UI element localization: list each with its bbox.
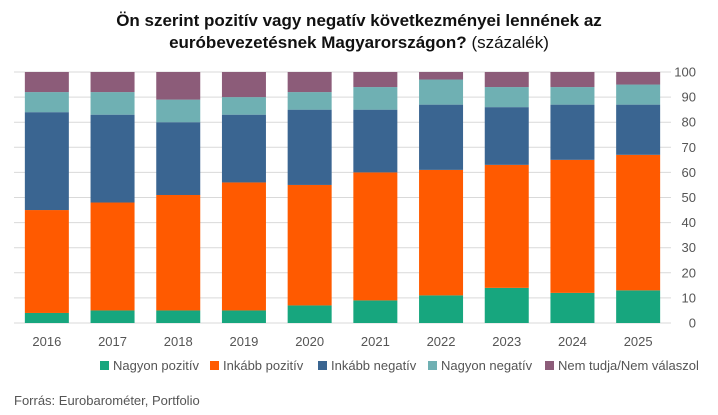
bar-segment-2023-3 (484, 87, 529, 108)
bar-segment-2017-3 (90, 92, 135, 115)
bar-segment-2021-3 (353, 87, 398, 110)
bar-segment-2017-1 (90, 202, 135, 311)
bar-segment-2022-1 (419, 169, 464, 296)
y-tick-label: 80 (682, 115, 696, 130)
y-tick-label: 0 (689, 316, 696, 331)
bar-segment-2017-0 (90, 310, 135, 323)
legend-swatch (100, 361, 109, 370)
bar-segment-2018-1 (156, 194, 201, 311)
bar-segment-2016-3 (24, 92, 69, 113)
bar-segment-2023-1 (484, 164, 529, 288)
bar-segment-2016-4 (24, 72, 69, 93)
bar-segment-2025-1 (616, 154, 661, 291)
x-tick-label: 2021 (361, 334, 390, 349)
bar-segment-2022-4 (419, 72, 464, 80)
y-tick-label: 20 (682, 265, 696, 280)
legend-swatch (545, 361, 554, 370)
x-tick-label: 2017 (98, 334, 127, 349)
chart-title: Ön szerint pozitív vagy negatív következ… (0, 10, 718, 54)
bar-segment-2024-3 (550, 87, 595, 105)
legend-label: Nagyon pozitív (113, 358, 199, 373)
bar-segment-2019-4 (221, 72, 266, 98)
x-tick-label: 2020 (295, 334, 324, 349)
bar-segment-2017-4 (90, 72, 135, 93)
x-tick-label: 2022 (427, 334, 456, 349)
y-tick-label: 50 (682, 190, 696, 205)
bar-segment-2020-1 (287, 184, 332, 306)
bar-segment-2022-2 (419, 104, 464, 170)
bar-segment-2019-1 (221, 182, 266, 311)
bar-segment-2024-4 (550, 72, 595, 88)
y-tick-label: 100 (674, 65, 696, 80)
bar-segment-2019-0 (221, 310, 266, 323)
bar-segment-2018-0 (156, 310, 201, 323)
x-tick-label: 2018 (164, 334, 193, 349)
x-tick-label: 2023 (492, 334, 521, 349)
x-tick-label: 2016 (32, 334, 61, 349)
x-tick-label: 2024 (558, 334, 587, 349)
bar-segment-2024-2 (550, 104, 595, 160)
bar-segment-2021-1 (353, 172, 398, 301)
bar-segment-2016-0 (24, 312, 69, 323)
legend-swatch (318, 361, 327, 370)
bar-segment-2018-4 (156, 72, 201, 100)
legend-swatch (428, 361, 437, 370)
legend-label: Nagyon negatív (441, 358, 533, 373)
legend-label: Inkább pozitív (223, 358, 304, 373)
bar-segment-2020-3 (287, 92, 332, 110)
bar-segment-2021-2 (353, 109, 398, 173)
bar-segment-2022-0 (419, 295, 464, 323)
bar-segment-2022-3 (419, 79, 464, 105)
x-tick-label: 2025 (624, 334, 653, 349)
source-note: Forrás: Eurobarométer, Portfolio (14, 393, 200, 408)
bar-segment-2016-2 (24, 112, 69, 211)
y-tick-label: 40 (682, 215, 696, 230)
title-line-1: Ön szerint pozitív vagy negatív következ… (116, 11, 602, 30)
bar-segment-2016-1 (24, 210, 69, 313)
bar-segment-2025-2 (616, 104, 661, 155)
bar-segment-2020-2 (287, 109, 332, 185)
bar-segment-2018-2 (156, 122, 201, 195)
bar-segment-2025-4 (616, 72, 661, 85)
bar-segment-2024-0 (550, 292, 595, 323)
legend-label: Nem tudja/Nem válaszol (558, 358, 699, 373)
bar-segment-2023-2 (484, 107, 529, 165)
bar-segment-2021-4 (353, 72, 398, 88)
bar-segment-2023-4 (484, 72, 529, 88)
legend-label: Inkább negatív (331, 358, 417, 373)
bar-segment-2021-0 (353, 300, 398, 323)
legend-swatch (210, 361, 219, 370)
bar-segment-2017-2 (90, 114, 135, 203)
y-tick-label: 90 (682, 90, 696, 105)
bar-segment-2025-3 (616, 84, 661, 105)
bar-segment-2018-3 (156, 99, 201, 123)
bar-segment-2020-4 (287, 72, 332, 93)
title-unit: (százalék) (471, 33, 549, 52)
bar-segment-2019-3 (221, 97, 266, 115)
y-tick-label: 60 (682, 165, 696, 180)
x-tick-label: 2019 (229, 334, 258, 349)
bar-segment-2025-0 (616, 290, 661, 323)
bar-segment-2024-1 (550, 159, 595, 293)
title-line-2: euróbevezetésnek Magyarországon? (169, 33, 467, 52)
bar-segment-2023-0 (484, 287, 529, 323)
y-tick-label: 10 (682, 290, 696, 305)
y-tick-label: 70 (682, 140, 696, 155)
bar-segment-2019-2 (221, 114, 266, 183)
bar-segment-2020-0 (287, 305, 332, 323)
y-tick-label: 30 (682, 240, 696, 255)
